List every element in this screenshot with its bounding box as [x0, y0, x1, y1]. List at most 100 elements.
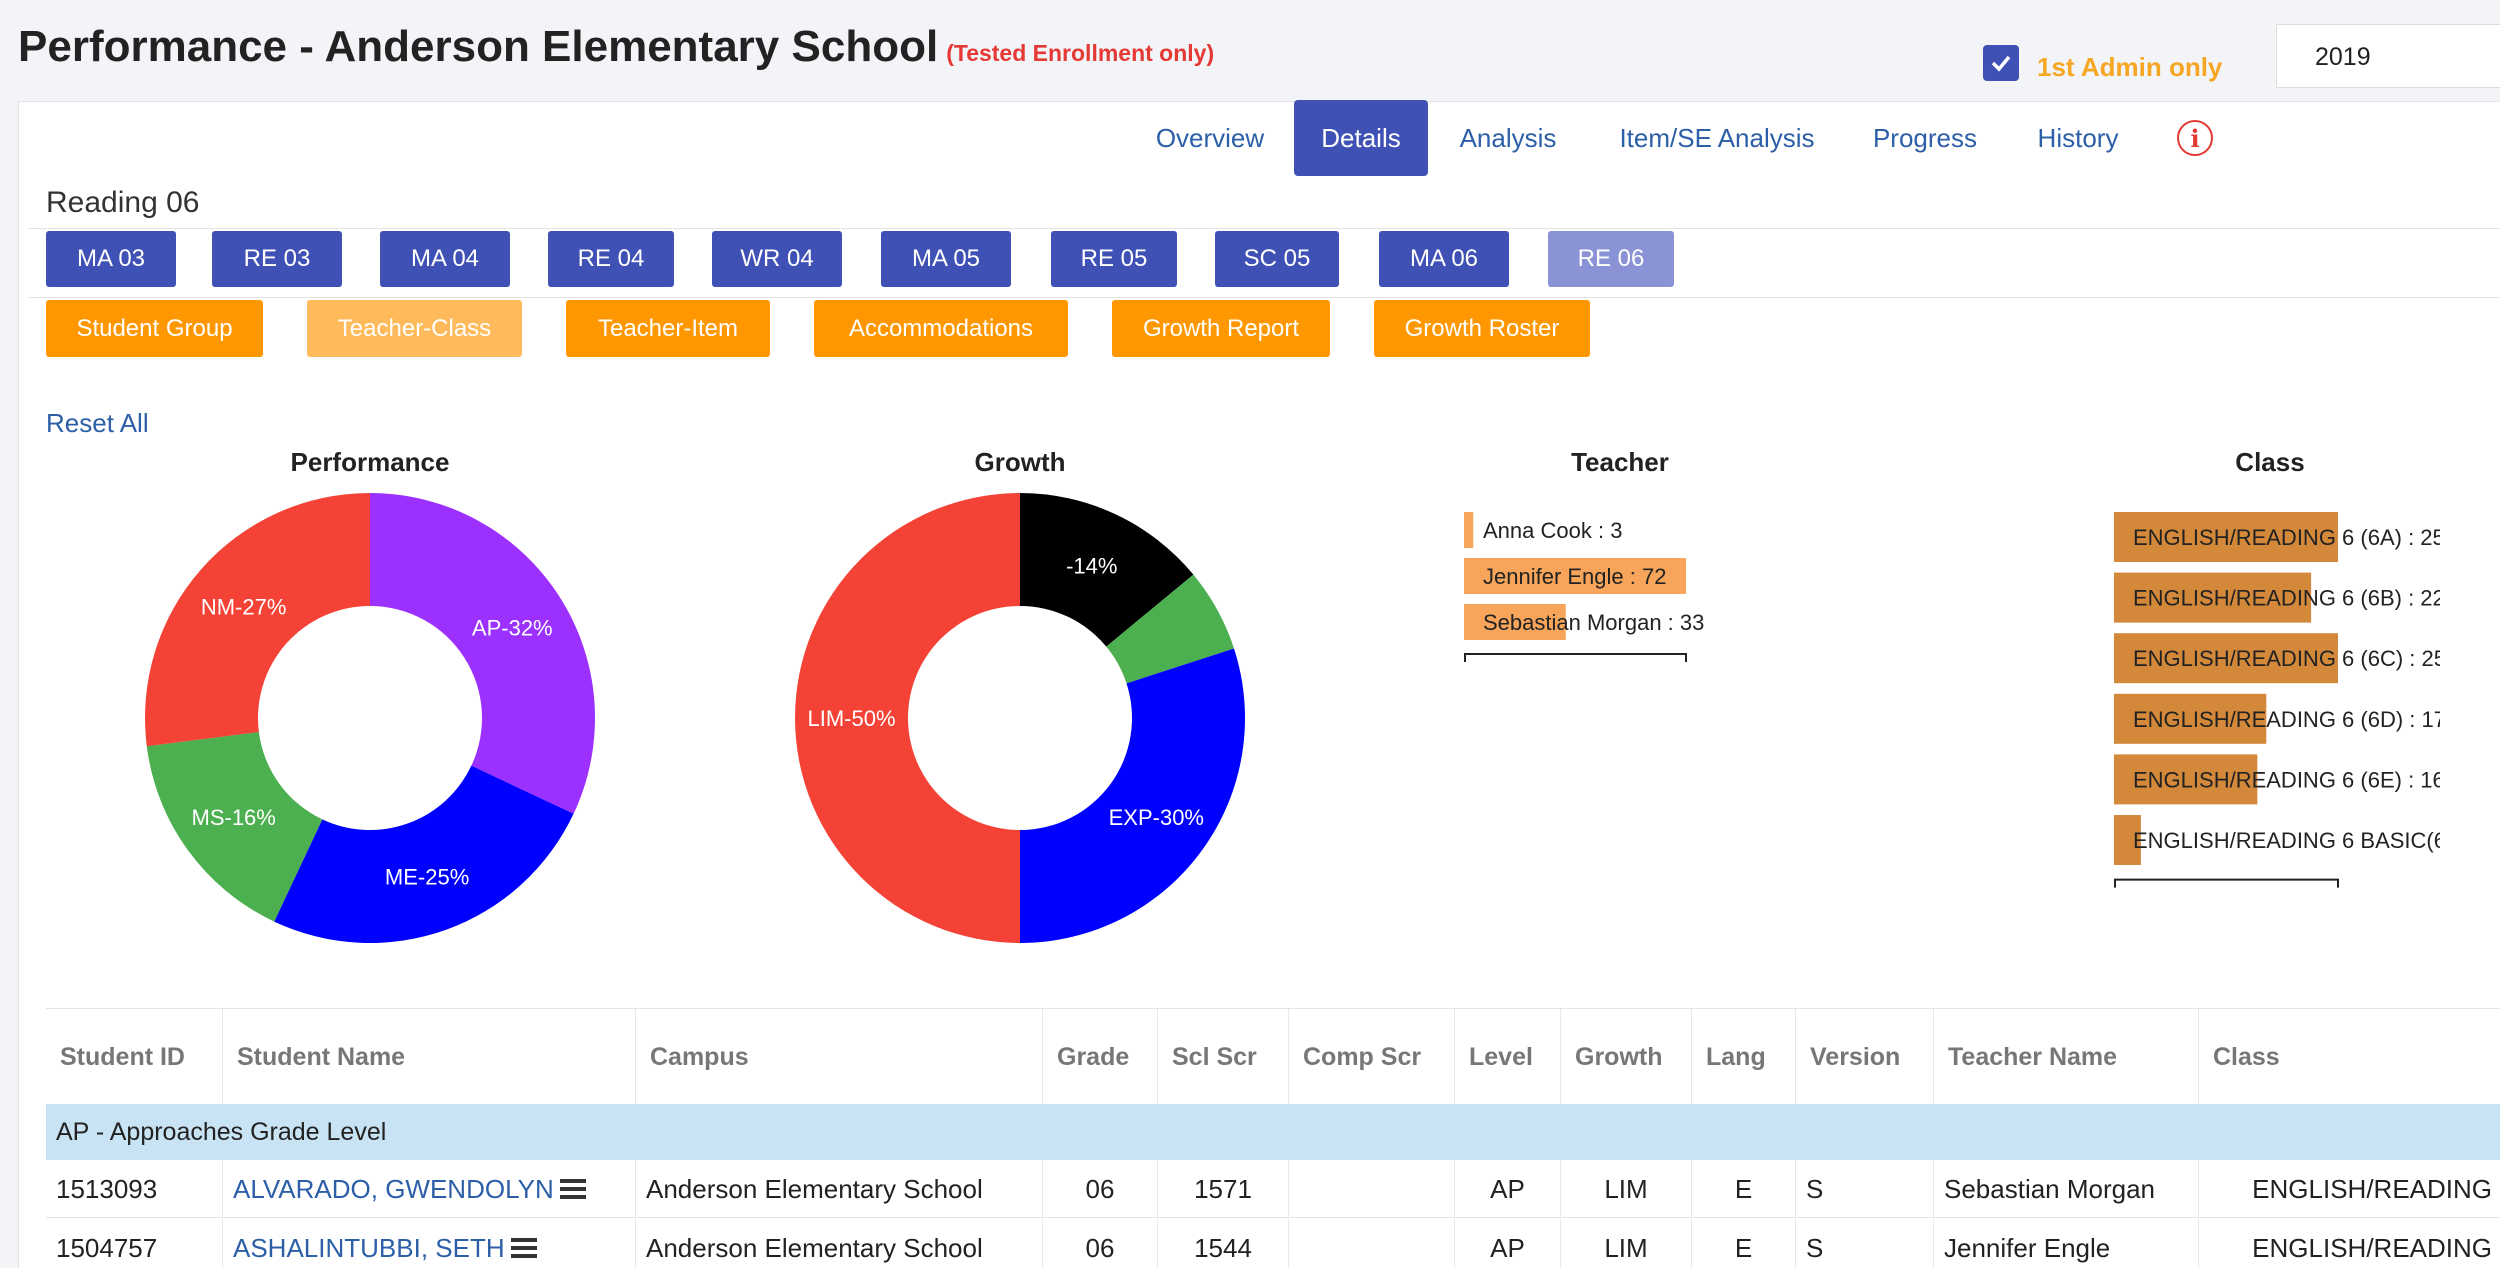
- performance-slice-4[interactable]: [145, 493, 370, 747]
- first-admin-toggle[interactable]: 1st Admin only: [1983, 42, 2222, 83]
- growth-slice-3[interactable]: [1020, 648, 1245, 943]
- col-teacher-name[interactable]: Teacher Name: [1933, 1009, 2198, 1105]
- growth-slice-2[interactable]: [1106, 574, 1234, 684]
- teacher-item-button[interactable]: Teacher-Item: [566, 300, 770, 357]
- teacher-bar-1[interactable]: [1464, 512, 1474, 548]
- class-bar-6[interactable]: [2114, 815, 2141, 865]
- school-title: Performance - Anderson Elementary School: [18, 22, 939, 71]
- col-campus[interactable]: Campus: [635, 1009, 1042, 1105]
- cell-student-id: 1513093: [56, 1173, 158, 1204]
- performance-donut-chart[interactable]: AP-32% ME-25% MS-16% NM-27%: [140, 488, 600, 948]
- col-student-id[interactable]: Student ID: [60, 1042, 185, 1071]
- subject-ma04-button[interactable]: MA 04: [380, 231, 510, 287]
- performance-slice-label-me-25: ME-25%: [385, 865, 469, 890]
- col-level[interactable]: Level: [1454, 1009, 1560, 1105]
- cell-growth: LIM: [1560, 1160, 1691, 1218]
- teacher-bar-chart[interactable]: Anna Cook : 3 Jennifer Engle : 72 Sebastia…: [1460, 500, 1820, 670]
- growth-slice-1[interactable]: [1020, 493, 1194, 647]
- tab-item-se-analysis[interactable]: Item/SE Analysis: [1619, 122, 1815, 153]
- tested-enrollment-note: (Tested Enrollment only): [946, 40, 1215, 66]
- table-header: Student ID Student Name Campus Grade Scl…: [46, 1008, 2500, 1105]
- list-icon[interactable]: [510, 1238, 537, 1258]
- subject-ma03-button[interactable]: MA 03: [46, 231, 176, 287]
- class-bar-label-4: ENGLISH/READING 6 (6D) : 17: [2133, 707, 2440, 732]
- performance-slice-3[interactable]: [146, 732, 323, 922]
- class-bar-chart[interactable]: ENGLISH/READING 6 (6A) : 25 ENGLISH/READI…: [2110, 500, 2440, 890]
- col-growth[interactable]: Growth: [1560, 1009, 1691, 1105]
- cell-student-name: ALVARADO, GWENDOLYN: [222, 1160, 635, 1218]
- class-bar-label-2: ENGLISH/READING 6 (6B) : 22: [2133, 586, 2440, 611]
- teacher-axis: [1464, 653, 1687, 662]
- performance-chart-title: Performance: [290, 447, 450, 477]
- subject-re04-button[interactable]: RE 04: [548, 231, 674, 287]
- col-version[interactable]: Version: [1795, 1009, 1933, 1105]
- subject-wr04-button[interactable]: WR 04: [712, 231, 842, 287]
- performance-slice-label-nm-27: NM-27%: [201, 595, 287, 620]
- class-bar-1[interactable]: [2114, 512, 2338, 562]
- performance-slice-1[interactable]: [370, 493, 595, 814]
- teacher-bar-label-3: Sebastian Morgan : 33: [1483, 610, 1704, 635]
- subject-sc05-button[interactable]: SC 05: [1215, 231, 1339, 287]
- class-bar-2[interactable]: [2114, 572, 2312, 623]
- cell-lang: E: [1691, 1160, 1795, 1218]
- student-group-button[interactable]: Student Group: [46, 300, 263, 357]
- class-bar-4[interactable]: [2114, 693, 2267, 744]
- col-lang[interactable]: Lang: [1691, 1009, 1795, 1105]
- subject-re03-button[interactable]: RE 03: [212, 231, 342, 287]
- cell-comp-score: [1288, 1219, 1454, 1268]
- class-bar-label-1: ENGLISH/READING 6 (6A) : 25: [2133, 525, 2440, 550]
- performance-slice-label-ap-32: AP-32%: [472, 616, 553, 641]
- class-bar-3[interactable]: [2114, 633, 2338, 684]
- teacher-chart-title: Teacher: [1571, 447, 1669, 477]
- cell-class: ENGLISH/READING: [2198, 1219, 2500, 1268]
- table-row[interactable]: 1504757 ASHALINTUBBI, SETH Anderson Elem…: [46, 1219, 2500, 1268]
- col-grade[interactable]: Grade: [1042, 1009, 1157, 1105]
- year-select[interactable]: 2019: [2276, 24, 2500, 88]
- growth-report-button[interactable]: Growth Report: [1112, 300, 1330, 357]
- class-bar-label-5: ENGLISH/READING 6 (6E) : 16: [2133, 767, 2440, 792]
- first-admin-checkbox[interactable]: [1983, 44, 2019, 81]
- list-icon[interactable]: [559, 1179, 586, 1199]
- cell-growth: LIM: [1560, 1219, 1691, 1268]
- tab-progress[interactable]: Progress: [1872, 122, 1978, 153]
- subject-ma06-button[interactable]: MA 06: [1379, 231, 1509, 287]
- accommodations-button[interactable]: Accommodations: [814, 300, 1068, 357]
- class-bar-5[interactable]: [2114, 754, 2258, 805]
- col-scale-score[interactable]: Scl Scr: [1157, 1009, 1288, 1105]
- cell-teacher-name: Sebastian Morgan: [1933, 1160, 2198, 1218]
- performance-slice-2[interactable]: [274, 765, 574, 943]
- col-student-name[interactable]: Student Name: [222, 1009, 635, 1105]
- cell-campus: Anderson Elementary School: [635, 1160, 1042, 1218]
- first-admin-label: 1st Admin only: [2037, 52, 2223, 82]
- teacher-bar-2[interactable]: [1464, 558, 1686, 594]
- cell-level: AP: [1454, 1219, 1560, 1268]
- cell-version: S: [1795, 1219, 1933, 1268]
- group-row-approaches[interactable]: AP - Approaches Grade Level: [46, 1104, 2500, 1160]
- class-axis: [2114, 878, 2339, 888]
- subject-re06-button[interactable]: RE 06: [1548, 231, 1674, 287]
- student-name-link[interactable]: ASHALINTUBBI, SETH: [233, 1232, 505, 1263]
- table-row[interactable]: 1513093 ALVARADO, GWENDOLYN Anderson Ele…: [46, 1160, 2500, 1218]
- tab-analysis[interactable]: Analysis: [1459, 122, 1557, 153]
- teacher-bar-3[interactable]: [1464, 604, 1566, 640]
- tab-overview[interactable]: Overview: [1155, 122, 1265, 153]
- reset-all-link[interactable]: Reset All: [46, 408, 149, 438]
- cell-grade: 06: [1042, 1219, 1157, 1268]
- teacher-class-button[interactable]: Teacher-Class: [307, 300, 522, 357]
- growth-slice-4[interactable]: [795, 493, 1020, 943]
- tab-history[interactable]: History: [2037, 122, 2119, 153]
- col-comp-score[interactable]: Comp Scr: [1288, 1009, 1454, 1105]
- col-class[interactable]: Class: [2198, 1009, 2500, 1105]
- cell-student-name: ASHALINTUBBI, SETH: [222, 1219, 635, 1268]
- cell-level: AP: [1454, 1160, 1560, 1218]
- cell-campus: Anderson Elementary School: [635, 1219, 1042, 1268]
- cell-comp-score: [1288, 1160, 1454, 1218]
- divider: [28, 297, 2500, 298]
- tab-details[interactable]: Details: [1294, 100, 1428, 176]
- info-icon[interactable]: i: [2177, 120, 2213, 156]
- student-name-link[interactable]: ALVARADO, GWENDOLYN: [233, 1173, 554, 1204]
- subject-ma05-button[interactable]: MA 05: [881, 231, 1011, 287]
- subject-re05-button[interactable]: RE 05: [1051, 231, 1177, 287]
- growth-donut-chart[interactable]: -14% EXP-30% LIM-50%: [790, 488, 1250, 948]
- growth-roster-button[interactable]: Growth Roster: [1374, 300, 1590, 357]
